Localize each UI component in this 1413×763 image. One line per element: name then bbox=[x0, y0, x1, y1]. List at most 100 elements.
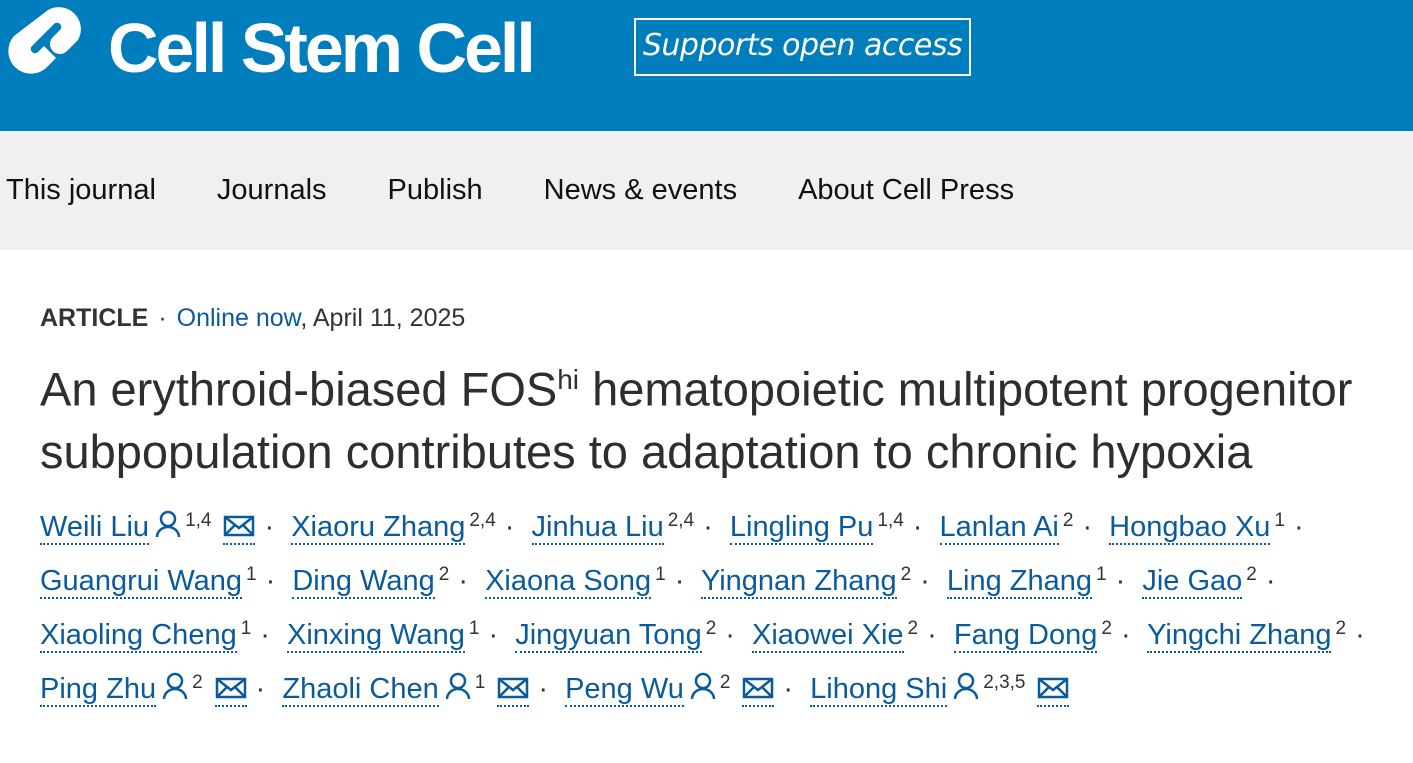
author: Xiaoling Cheng 1 · bbox=[40, 617, 279, 653]
author: Weili Liu 1,4 · bbox=[40, 509, 283, 545]
author-name[interactable]: Fang Dong bbox=[953, 618, 1098, 653]
separator: · bbox=[1265, 564, 1276, 597]
article-meta: ARTICLE · Online now, April 11, 2025 bbox=[40, 304, 1385, 333]
title-text: hematopoietic multipotent progenitor sub… bbox=[40, 362, 1353, 478]
email-icon[interactable] bbox=[214, 672, 247, 707]
author: Xiaowei Xie 2 · bbox=[752, 617, 946, 653]
affiliation[interactable]: 2,4 bbox=[469, 509, 496, 531]
author-name[interactable]: Xiaoru Zhang bbox=[291, 510, 466, 545]
affiliation[interactable]: 1 bbox=[1096, 563, 1107, 585]
status-link[interactable]: Online now bbox=[176, 304, 301, 332]
affiliation[interactable]: 2 bbox=[705, 617, 717, 639]
affiliation[interactable]: 2,3,5 bbox=[983, 671, 1026, 693]
affiliation[interactable]: 1 bbox=[474, 671, 486, 693]
email-icon[interactable] bbox=[223, 510, 256, 545]
logo-icon[interactable] bbox=[8, 6, 84, 78]
author-name[interactable]: Xiaona Song bbox=[485, 564, 652, 599]
article-type: ARTICLE bbox=[40, 304, 149, 332]
author: Fang Dong 2 · bbox=[953, 617, 1140, 653]
author-name[interactable]: Jinhua Liu bbox=[531, 510, 664, 545]
affiliation[interactable]: 2 bbox=[900, 563, 912, 585]
author: Jingyuan Tong 2 · bbox=[515, 617, 744, 653]
person-icon[interactable] bbox=[162, 672, 188, 705]
affiliation[interactable]: 2,4 bbox=[667, 509, 695, 531]
affiliation[interactable]: 2 bbox=[1246, 563, 1257, 585]
person-icon[interactable] bbox=[155, 510, 181, 543]
email-icon[interactable] bbox=[742, 672, 775, 707]
email-icon[interactable] bbox=[1037, 672, 1070, 707]
separator: · bbox=[504, 510, 515, 543]
author-name[interactable]: Ping Zhu bbox=[40, 672, 157, 707]
author: Ping Zhu 2 · bbox=[40, 671, 274, 707]
article-header: ARTICLE · Online now, April 11, 2025 An er… bbox=[0, 250, 1385, 713]
nav-item[interactable]: News & events bbox=[543, 174, 738, 206]
author: Yingchi Zhang 2 · bbox=[1147, 617, 1374, 653]
separator: · bbox=[158, 304, 167, 332]
affiliation[interactable]: 2 bbox=[1101, 617, 1112, 639]
author-name[interactable]: Weili Liu bbox=[40, 510, 150, 545]
separator: · bbox=[783, 672, 794, 705]
affiliation[interactable]: 2 bbox=[1335, 617, 1347, 639]
date: , April 11, 2025 bbox=[300, 304, 466, 332]
affiliation[interactable]: 1 bbox=[1274, 509, 1285, 531]
author-name[interactable]: Peng Wu bbox=[565, 672, 684, 707]
separator: · bbox=[912, 510, 923, 543]
separator: · bbox=[725, 618, 735, 651]
person-icon[interactable] bbox=[445, 672, 471, 705]
author-name[interactable]: Jingyuan Tong bbox=[515, 618, 702, 653]
journal-name[interactable]: Cell Stem Cell bbox=[108, 9, 536, 87]
author-name[interactable]: Ding Wang bbox=[292, 564, 435, 599]
affiliation[interactable]: 2 bbox=[907, 617, 919, 639]
author-name[interactable]: Guangrui Wang bbox=[40, 564, 243, 599]
email-icon[interactable] bbox=[497, 672, 530, 707]
nav-bar: This journal Journals Publish News & events… bbox=[0, 131, 1413, 250]
author-name[interactable]: Zhaoli Chen bbox=[282, 672, 439, 707]
affiliation[interactable]: 1 bbox=[655, 563, 666, 585]
author-name[interactable]: Xiaoling Cheng bbox=[40, 618, 237, 653]
author-name[interactable]: Lihong Shi bbox=[810, 672, 948, 707]
affiliation[interactable]: 2 bbox=[192, 671, 203, 693]
person-icon[interactable] bbox=[690, 672, 716, 705]
author-name[interactable]: Lanlan Ai bbox=[939, 510, 1059, 545]
author: Lingling Pu 1,4 · bbox=[729, 509, 932, 545]
nav-item[interactable]: Publish bbox=[387, 174, 483, 206]
author-name[interactable]: Xinxing Wang bbox=[287, 618, 465, 653]
author: Guangrui Wang 1 · bbox=[40, 563, 284, 599]
author: Lanlan Ai 2 · bbox=[939, 509, 1102, 545]
affiliation[interactable]: 2 bbox=[438, 563, 450, 585]
author: Peng Wu 2 · bbox=[565, 671, 802, 707]
nav-item[interactable]: About Cell Press bbox=[798, 174, 1015, 206]
affiliation[interactable]: 2 bbox=[1062, 509, 1074, 531]
separator: · bbox=[1120, 618, 1131, 651]
author-name[interactable]: Xiaowei Xie bbox=[752, 618, 904, 653]
open-access-badge[interactable]: Supports open access bbox=[634, 18, 971, 76]
affiliation[interactable]: 1,4 bbox=[877, 509, 904, 531]
author-name[interactable]: Hongbao Xu bbox=[1109, 510, 1271, 545]
nav-item[interactable]: Journals bbox=[216, 174, 327, 206]
author: Xinxing Wang 1 · bbox=[287, 617, 507, 653]
separator: · bbox=[927, 618, 937, 651]
separator: · bbox=[265, 564, 276, 597]
title-text: An erythroid-biased FOS bbox=[40, 362, 558, 416]
header: Cell Stem Cell Supports open access bbox=[0, 0, 1413, 131]
separator: · bbox=[488, 618, 499, 651]
affiliation[interactable]: 1 bbox=[468, 617, 480, 639]
affiliation[interactable]: 1 bbox=[240, 617, 252, 639]
author-name[interactable]: Yingchi Zhang bbox=[1147, 618, 1332, 653]
author: Jinhua Liu 2,4 · bbox=[531, 509, 722, 545]
author: Ling Zhang 1 · bbox=[946, 563, 1134, 599]
author: Xiaoru Zhang 2,4 · bbox=[291, 509, 523, 545]
nav-item[interactable]: This journal bbox=[6, 174, 156, 206]
author: Xiaona Song 1 · bbox=[485, 563, 693, 599]
author-name[interactable]: Ling Zhang bbox=[946, 564, 1093, 599]
author-name[interactable]: Yingnan Zhang bbox=[700, 564, 897, 599]
affiliation[interactable]: 1,4 bbox=[185, 509, 212, 531]
separator: · bbox=[538, 672, 549, 705]
author-name[interactable]: Lingling Pu bbox=[729, 510, 874, 545]
affiliation[interactable]: 1 bbox=[246, 563, 257, 585]
author-name[interactable]: Jie Gao bbox=[1142, 564, 1243, 599]
person-icon[interactable] bbox=[953, 672, 979, 705]
affiliation[interactable]: 2 bbox=[719, 671, 731, 693]
separator: · bbox=[264, 510, 275, 543]
